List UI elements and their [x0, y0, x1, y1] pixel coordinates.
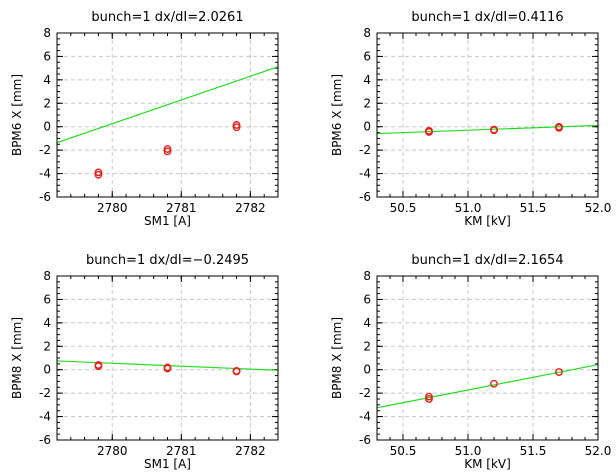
x-tick-label: 52.0	[585, 444, 612, 458]
y-tick-label: 2	[43, 96, 51, 110]
y-tick-label: 2	[363, 339, 371, 353]
plot-frame	[376, 32, 599, 198]
y-tick-label: -4	[359, 167, 371, 181]
data-point	[232, 123, 241, 132]
panel-2: 2780 2781 2782 -6 -4 -2 0 2 4 6 8 bunch=1 dx/dI=−0.…	[10, 253, 279, 471]
chart-title: bunch=1 dx/dI=2.0261	[91, 10, 243, 25]
plot-area	[377, 276, 598, 440]
data-point	[94, 168, 103, 177]
y-tick-label: 8	[43, 26, 51, 40]
y-tick-label: -2	[39, 143, 51, 157]
y-tick-label: 4	[43, 316, 51, 330]
y-axis-label: BPM8 X [mm]	[10, 317, 24, 399]
x-tick-label: 2780	[97, 444, 128, 458]
panel-3: 50.5 51.0 51.5 52.0 -6 -4 -2 0 2 4 6 8 bunch=1 dx/dI…	[330, 253, 611, 471]
y-axis-label: BPM6 X [mm]	[10, 74, 24, 156]
data-point	[425, 392, 433, 401]
plot-area	[57, 33, 278, 197]
y-tick-label: 8	[363, 26, 371, 40]
y-tick-label: 6	[363, 49, 371, 63]
data-point	[163, 364, 172, 373]
y-tick-label: -6	[359, 190, 371, 204]
data-point	[425, 395, 433, 403]
x-axis-label: SM1 [A]	[144, 457, 191, 471]
y-tick-label: -6	[39, 433, 51, 447]
plot-area	[377, 33, 598, 197]
fit-line	[377, 124, 598, 135]
x-tick-label: 2781	[166, 444, 197, 458]
y-tick-label: 4	[363, 73, 371, 87]
x-tick-label: 51.5	[520, 201, 547, 215]
y-tick-label: 0	[363, 120, 371, 134]
data-point	[232, 121, 241, 129]
y-tick-label: -4	[39, 167, 51, 181]
y-tick-label: 6	[43, 49, 51, 63]
y-tick-label: -4	[359, 410, 371, 424]
y-tick-label: 8	[363, 269, 371, 283]
x-tick-label: 50.5	[390, 444, 417, 458]
data-point	[94, 170, 103, 179]
y-tick-label: 0	[363, 363, 371, 377]
data-point	[425, 126, 433, 135]
y-tick-label: -4	[39, 410, 51, 424]
x-tick-label: 2780	[97, 201, 128, 215]
data-point	[555, 123, 563, 132]
y-tick-label: 0	[43, 363, 51, 377]
chart-title: bunch=1 dx/dI=−0.2495	[86, 253, 249, 268]
chart-title: bunch=1 dx/dI=2.1654	[411, 253, 563, 268]
y-tick-label: 4	[363, 316, 371, 330]
x-tick-label: 51.5	[520, 444, 547, 458]
x-axis-label: KM [kV]	[464, 457, 511, 471]
fit-line	[57, 66, 278, 144]
x-tick-label: 2782	[235, 201, 266, 215]
data-point	[490, 379, 498, 388]
y-tick-label: 2	[43, 339, 51, 353]
data-point	[555, 368, 563, 376]
x-tick-label: 51.0	[455, 201, 482, 215]
y-tick-label: 6	[43, 292, 51, 306]
data-point	[163, 145, 172, 153]
y-tick-label: 2	[363, 96, 371, 110]
data-point	[163, 147, 172, 156]
y-tick-label: -2	[39, 386, 51, 400]
plot-frame	[56, 32, 279, 198]
chart-title: bunch=1 dx/dI=0.4116	[411, 10, 563, 25]
y-tick-label: -6	[359, 433, 371, 447]
x-axis-label: KM [kV]	[464, 214, 511, 228]
y-tick-label: 4	[43, 73, 51, 87]
y-axis-label: BPM6 X [mm]	[330, 74, 344, 156]
data-point	[490, 125, 498, 134]
y-tick-label: -2	[359, 143, 371, 157]
x-axis-label: SM1 [A]	[144, 214, 191, 228]
plot-area	[57, 276, 278, 440]
plot-frame	[56, 275, 279, 441]
panel-0: 2780 2781 2782 -6 -4 -2 0 2 4 6 8 bunch=1 dx/dI=2.0…	[10, 10, 279, 228]
plot-frame	[376, 275, 599, 441]
x-tick-label: 50.5	[390, 201, 417, 215]
y-tick-label: -6	[39, 190, 51, 204]
y-tick-label: 6	[363, 292, 371, 306]
x-tick-label: 52.0	[585, 201, 612, 215]
panel-1: 50.5 51.0 51.5 52.0 -6 -4 -2 0 2 4 6 8 bunch=1 dx/dI…	[330, 10, 611, 228]
y-tick-label: -2	[359, 386, 371, 400]
data-point	[94, 362, 103, 371]
x-tick-label: 2781	[166, 201, 197, 215]
fit-line	[377, 364, 598, 409]
x-tick-label: 51.0	[455, 444, 482, 458]
y-tick-label: 8	[43, 269, 51, 283]
y-tick-label: 0	[43, 120, 51, 134]
y-axis-label: BPM8 X [mm]	[330, 317, 344, 399]
x-tick-label: 2782	[235, 444, 266, 458]
data-point	[232, 367, 241, 376]
